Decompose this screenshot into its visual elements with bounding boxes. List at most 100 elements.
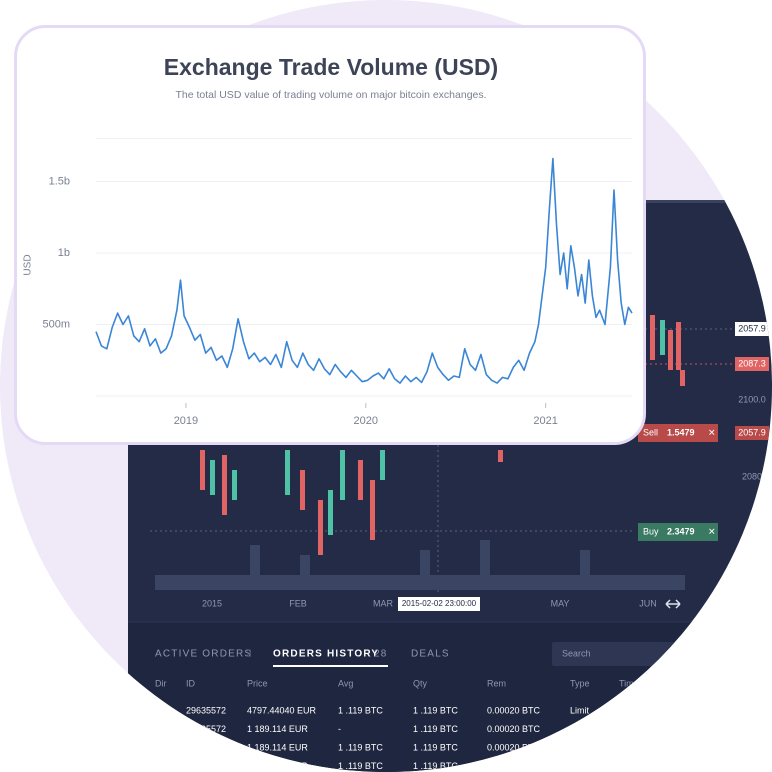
volume-bar [580,550,590,575]
orders-table: Dir ID Price Avg Qty Rem Type Tim 29635572 4797.4… [155,678,634,771]
time-label: FEB [289,598,307,608]
cell: - [338,724,341,734]
candle [232,470,237,500]
y-tick-label: 1.5b [49,175,70,187]
candle [210,460,215,495]
volume-bar [250,545,260,575]
y-tick-label: 1b [58,247,70,259]
tab-underline [273,665,388,667]
time-label: JUN [639,598,657,608]
chart-title: Exchange Trade Volume (USD) [164,54,498,80]
cell: Limit [570,705,590,715]
cell: Limit [570,724,590,734]
x-tick-label: 2020 [354,415,378,427]
tab-label[interactable]: DEALS [411,649,450,660]
volume-bar [300,555,310,575]
time-label: MAY [551,598,570,608]
candle [650,315,655,360]
cell: 1 .119 BTC [338,761,383,771]
cell: 29635572 [186,724,226,734]
time-label: MAR [373,598,394,608]
candle [340,450,345,500]
candle [680,370,685,386]
candle [498,450,503,462]
price-badge [735,426,769,440]
x-tick-label: 2021 [533,415,557,427]
tab-count[interactable]: 28 [374,649,388,660]
price-label: 2087.3 [738,358,766,368]
candle [668,330,673,370]
buy-close[interactable]: ✕ [708,526,716,536]
column-header: Tim [619,678,634,688]
search-box[interactable] [552,642,682,666]
chart-subtitle: The total USD value of trading volume on… [175,89,486,101]
buy-button[interactable] [638,523,718,541]
column-header: Type [570,678,590,688]
cell: 1 .119 BTC [413,705,458,715]
cell: 0.00020 BTC [487,705,541,715]
candles [200,315,685,555]
scroll-icon[interactable] [665,599,681,609]
tab-count[interactable]: 2 [246,649,253,660]
cursor-time: 2015-02-02 23:00:00 [402,599,477,608]
cell: 1 .119 BTC [413,724,458,734]
cell: 1 .119 BTC [413,742,458,752]
candle [222,455,227,515]
column-header: ID [186,678,196,688]
cell: 1 189.114 EUR [247,724,308,734]
column-header: Rem [487,678,506,688]
sell-amount[interactable]: 1.5479 [667,427,695,437]
time-label: 2015 [202,598,222,608]
x-tick-label: 2019 [174,415,198,427]
cell: 1 .119 BTC [413,761,458,771]
candle [660,320,665,355]
search-placeholder[interactable]: Search [562,648,591,658]
candle [285,450,290,495]
volume-band [155,575,685,590]
buy-label[interactable]: Buy [643,526,659,536]
sell-button[interactable] [638,424,718,442]
cell: 1 189.114 EUR [247,742,308,752]
price-badge [735,357,769,371]
tab-label[interactable]: ACTIVE ORDERS [155,649,252,660]
tab-label[interactable]: ORDERS HISTORY [273,649,379,660]
cell: 29635572 [186,705,226,715]
data-line [95,157,633,384]
tabs: ACTIVE ORDERS 2 ORDERS HISTORY 28 DEALS [155,649,450,660]
column-header: Qty [413,678,428,688]
cell: 0.00020 BTC [487,742,541,752]
price-label: 2057.9 [738,427,766,437]
cell: 1 189.114 EUR [247,761,308,771]
cell: 0.00020 BTC [487,724,541,734]
y-axis-label: USD [23,254,34,275]
price-label: 2100.0 [738,394,766,404]
column-header: Avg [338,678,353,688]
candle [300,470,305,510]
candle [358,460,363,500]
column-header: Price [247,678,268,688]
price-lines [150,328,735,595]
cell: 1 .119 BTC [338,742,383,752]
card [14,25,646,445]
cell: 1 .119 BTC [338,705,383,715]
cursor-badge [398,597,480,611]
candle [676,322,681,370]
sell-close[interactable]: ✕ [708,427,716,437]
candle [380,450,385,480]
price-label: 2080 [742,471,762,481]
candle [328,490,333,535]
buy-amount[interactable]: 2.3479 [667,526,695,536]
sell-label[interactable]: Sell [643,427,658,437]
candle [318,500,323,555]
cell: 4797.44040 EUR [247,705,317,715]
column-header: Dir [155,678,167,688]
candle [200,450,205,490]
y-tick-label: 500m [42,318,70,330]
volume-bars [155,540,685,590]
candle [370,480,375,540]
price-badge [735,322,769,336]
cell: 0.00020 BTC [487,761,541,771]
price-label: 2057.9 [738,323,766,333]
